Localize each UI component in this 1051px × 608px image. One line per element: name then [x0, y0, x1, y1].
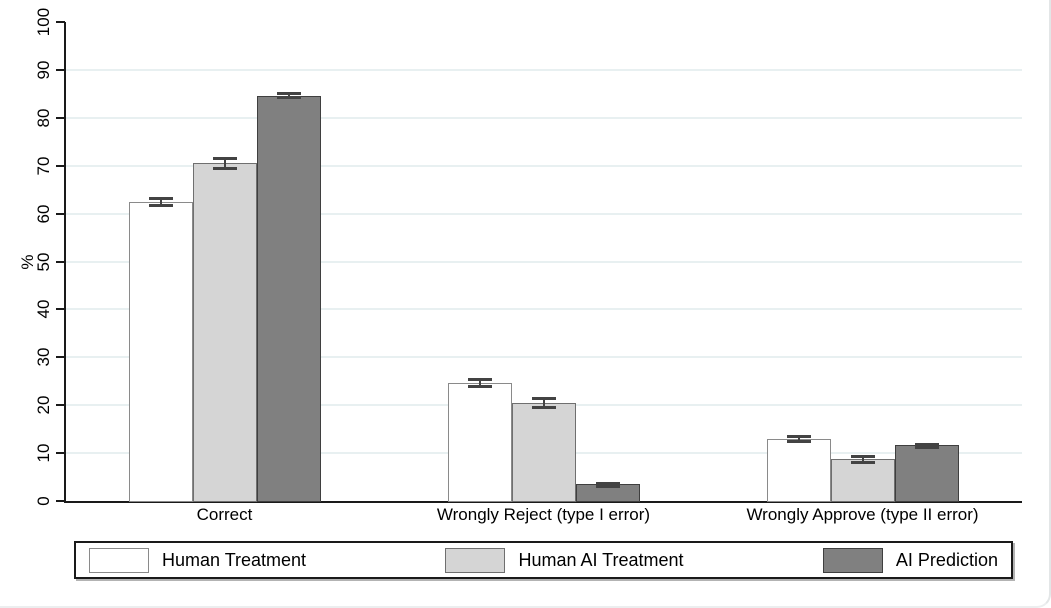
- y-tick-70: [56, 164, 65, 167]
- legend-label-1: Human Treatment: [162, 549, 307, 570]
- y-gridline-80: [66, 116, 1022, 119]
- error-bar-stem: [223, 160, 226, 167]
- y-tick-90: [56, 68, 65, 71]
- category-label-3: Wrongly Approve (type II error): [746, 505, 979, 524]
- legend-item-ai-prediction: AI Prediction: [822, 547, 998, 573]
- y-gridline-60: [66, 212, 1022, 215]
- y-axis-line: [64, 22, 66, 503]
- y-gridline-70: [66, 164, 1022, 167]
- y-tick-label-80: 80: [34, 108, 53, 128]
- legend-swatch-1: [89, 547, 149, 573]
- y-tick-20: [56, 404, 65, 407]
- error-bar-ai-prediction-3: [914, 442, 939, 449]
- y-tick-100: [56, 21, 65, 23]
- error-bar-human-ai-treatment-3: [850, 455, 875, 464]
- bar-human-treatment-2: [447, 383, 512, 502]
- bar-ai-prediction-1: [256, 95, 321, 502]
- y-tick-label-60: 60: [34, 204, 53, 224]
- error-bar-stem: [287, 95, 290, 97]
- error-bar-stem: [861, 458, 864, 461]
- error-bar-stem: [478, 381, 481, 385]
- y-tick-label-40: 40: [34, 299, 53, 319]
- y-axis-title: %: [18, 253, 37, 270]
- category-label-2: Wrongly Reject (type I error): [436, 505, 651, 524]
- legend-label-2: Human AI Treatment: [518, 549, 684, 570]
- y-tick-label-100: 100: [34, 7, 53, 37]
- error-bar-ai-prediction-2: [595, 481, 620, 488]
- error-bar-human-treatment-2: [467, 378, 492, 388]
- bar-human-ai-treatment-1: [192, 163, 257, 502]
- legend-swatch-2: [445, 547, 506, 573]
- error-bar-stem: [542, 400, 545, 406]
- y-tick-80: [56, 116, 65, 119]
- y-tick-50: [56, 260, 65, 263]
- category-label-1: Correct: [196, 505, 253, 524]
- bar-ai-prediction-3: [894, 444, 959, 502]
- legend-item-human-ai-treatment: Human AI Treatment: [445, 547, 684, 573]
- legend-item-human-treatment: Human Treatment: [89, 547, 307, 573]
- y-tick-label-30: 30: [34, 347, 53, 367]
- bar-human-treatment-1: [128, 202, 193, 502]
- legend-swatch-3: [822, 547, 883, 573]
- legend-box: Human Treatment Human AI Treatment AI Pred…: [74, 541, 1013, 579]
- error-bar-ai-prediction-1: [276, 92, 301, 100]
- y-gridline-90: [66, 68, 1022, 71]
- error-bar-stem: [797, 437, 800, 440]
- y-gridline-30: [66, 356, 1022, 359]
- error-bar-human-treatment-1: [148, 197, 173, 207]
- y-tick-0: [56, 500, 65, 502]
- y-gridline-50: [66, 260, 1022, 263]
- error-bar-human-ai-treatment-2: [531, 397, 556, 409]
- y-tick-10: [56, 452, 65, 455]
- bar-human-ai-treatment-2: [511, 402, 576, 502]
- x-axis-line: [64, 501, 1022, 503]
- y-tick-60: [56, 212, 65, 215]
- y-tick-40: [56, 308, 65, 311]
- legend-label-3: AI Prediction: [895, 549, 998, 570]
- error-bar-human-treatment-3: [786, 434, 811, 443]
- error-bar-human-ai-treatment-1: [212, 157, 237, 170]
- bar-human-treatment-3: [766, 438, 831, 502]
- y-tick-label-70: 70: [34, 156, 53, 176]
- y-tick-label-20: 20: [34, 395, 53, 415]
- y-tick-30: [56, 356, 65, 359]
- error-bar-stem: [159, 200, 162, 204]
- y-gridline-40: [66, 308, 1022, 311]
- y-tick-label-10: 10: [34, 443, 53, 463]
- y-tick-label-90: 90: [34, 60, 53, 80]
- bar-human-ai-treatment-3: [830, 459, 895, 502]
